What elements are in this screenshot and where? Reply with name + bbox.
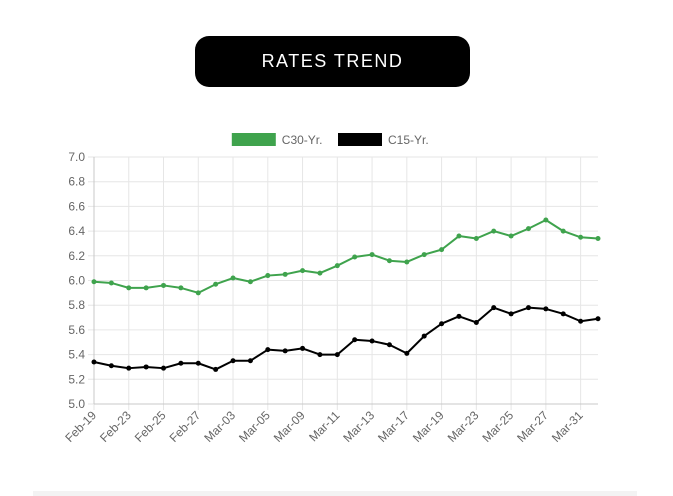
x-tick-label: Mar-31	[549, 408, 586, 445]
data-point[interactable]	[421, 333, 427, 339]
data-point[interactable]	[126, 365, 132, 371]
x-tick-label: Mar-05	[236, 408, 273, 445]
data-point[interactable]	[352, 337, 358, 343]
y-tick-label: 6.4	[68, 224, 85, 238]
data-point[interactable]	[213, 366, 219, 372]
data-point[interactable]	[161, 282, 167, 288]
data-point[interactable]	[178, 360, 184, 366]
data-point[interactable]	[91, 279, 97, 285]
legend-swatch[interactable]	[231, 133, 276, 146]
data-point[interactable]	[473, 236, 479, 242]
x-tick-label: Mar-03	[201, 408, 238, 445]
x-tick-label: Mar-11	[306, 408, 342, 444]
data-point[interactable]	[369, 252, 375, 258]
data-point[interactable]	[126, 285, 132, 291]
y-tick-label: 5.8	[68, 298, 85, 312]
series-line-c15-yr	[93, 306, 599, 371]
y-tick-label: 5.2	[68, 372, 85, 386]
data-point[interactable]	[421, 252, 427, 258]
series-lines	[91, 217, 601, 372]
y-tick-label: 7.0	[68, 150, 85, 164]
data-point[interactable]	[334, 352, 340, 358]
y-tick-label: 6.0	[68, 274, 85, 288]
data-point[interactable]	[578, 234, 584, 240]
data-point[interactable]	[352, 254, 358, 260]
y-tick-label: 6.8	[68, 175, 85, 189]
data-point[interactable]	[508, 311, 514, 317]
x-tick-label: Mar-19	[410, 408, 447, 445]
data-point[interactable]	[143, 364, 149, 370]
data-point[interactable]	[386, 258, 392, 264]
data-point[interactable]	[230, 358, 236, 364]
data-point[interactable]	[578, 318, 584, 324]
data-point[interactable]	[178, 285, 184, 291]
data-point[interactable]	[317, 270, 323, 276]
x-tick-label: Mar-17	[375, 408, 412, 445]
data-point[interactable]	[334, 263, 340, 269]
data-point[interactable]	[560, 311, 566, 317]
data-point[interactable]	[265, 347, 271, 353]
y-axis-tick-labels: 7.0 6.8 6.6 6.4 6.2 6.0 5.8 5.6 5.4 5.2 5.0	[68, 150, 85, 411]
x-tick-label: Feb-23	[97, 408, 134, 445]
data-point[interactable]	[473, 319, 479, 325]
data-point[interactable]	[108, 363, 114, 369]
x-tick-label: Mar-23	[445, 408, 482, 445]
x-tick-label: Mar-25	[479, 408, 516, 445]
data-point[interactable]	[317, 352, 323, 358]
x-tick-label: Mar-27	[514, 408, 551, 445]
data-point[interactable]	[404, 350, 410, 356]
x-tick-label: Mar-09	[271, 408, 308, 445]
bottom-divider	[33, 491, 637, 496]
data-point[interactable]	[456, 313, 462, 319]
data-point[interactable]	[525, 226, 531, 232]
data-point[interactable]	[404, 259, 410, 265]
data-point[interactable]	[491, 305, 497, 311]
legend-label[interactable]: C15-Yr.	[388, 133, 429, 147]
data-point[interactable]	[265, 273, 271, 279]
data-point[interactable]	[369, 338, 375, 344]
legend-swatch[interactable]	[338, 133, 382, 146]
data-point[interactable]	[282, 271, 288, 277]
data-point[interactable]	[491, 228, 497, 234]
y-tick-label: 5.0	[68, 397, 85, 411]
x-tick-label: Mar-13	[340, 408, 377, 445]
data-point[interactable]	[439, 247, 445, 253]
y-tick-label: 6.2	[68, 249, 85, 263]
x-axis-tick-labels: Feb-19Feb-23Feb-25Feb-27Mar-03Mar-05Mar-…	[62, 408, 586, 445]
series-line-c30-yr	[93, 218, 599, 294]
data-point[interactable]	[213, 281, 219, 287]
data-point[interactable]	[386, 342, 392, 348]
y-tick-label: 5.6	[68, 323, 85, 337]
data-point[interactable]	[195, 290, 201, 296]
data-point[interactable]	[300, 268, 306, 274]
data-point[interactable]	[247, 358, 253, 364]
data-point[interactable]	[439, 321, 445, 327]
data-point[interactable]	[108, 280, 114, 286]
data-point[interactable]	[560, 228, 566, 234]
data-point[interactable]	[230, 275, 236, 281]
y-tick-label: 5.4	[68, 348, 85, 362]
data-point[interactable]	[91, 359, 97, 365]
data-point[interactable]	[282, 348, 288, 354]
data-point[interactable]	[543, 306, 549, 312]
x-tick-label: Feb-19	[62, 408, 99, 445]
x-tick-label: Feb-27	[167, 408, 204, 445]
data-point[interactable]	[300, 345, 306, 351]
chart-title-banner: RATES TREND	[195, 36, 470, 87]
data-point[interactable]	[161, 365, 167, 371]
data-point[interactable]	[595, 316, 601, 322]
data-point[interactable]	[456, 233, 462, 239]
y-tick-label: 6.6	[68, 199, 85, 213]
data-point[interactable]	[508, 233, 514, 239]
data-point[interactable]	[247, 279, 253, 285]
x-tick-label: Feb-25	[132, 408, 169, 445]
data-point[interactable]	[143, 285, 149, 291]
legend: C30-Yr. C15-Yr.	[231, 133, 429, 147]
data-point[interactable]	[195, 360, 201, 366]
legend-label[interactable]: C30-Yr.	[282, 133, 323, 147]
data-point[interactable]	[525, 305, 531, 311]
data-point[interactable]	[595, 236, 601, 242]
data-point[interactable]	[543, 217, 549, 223]
